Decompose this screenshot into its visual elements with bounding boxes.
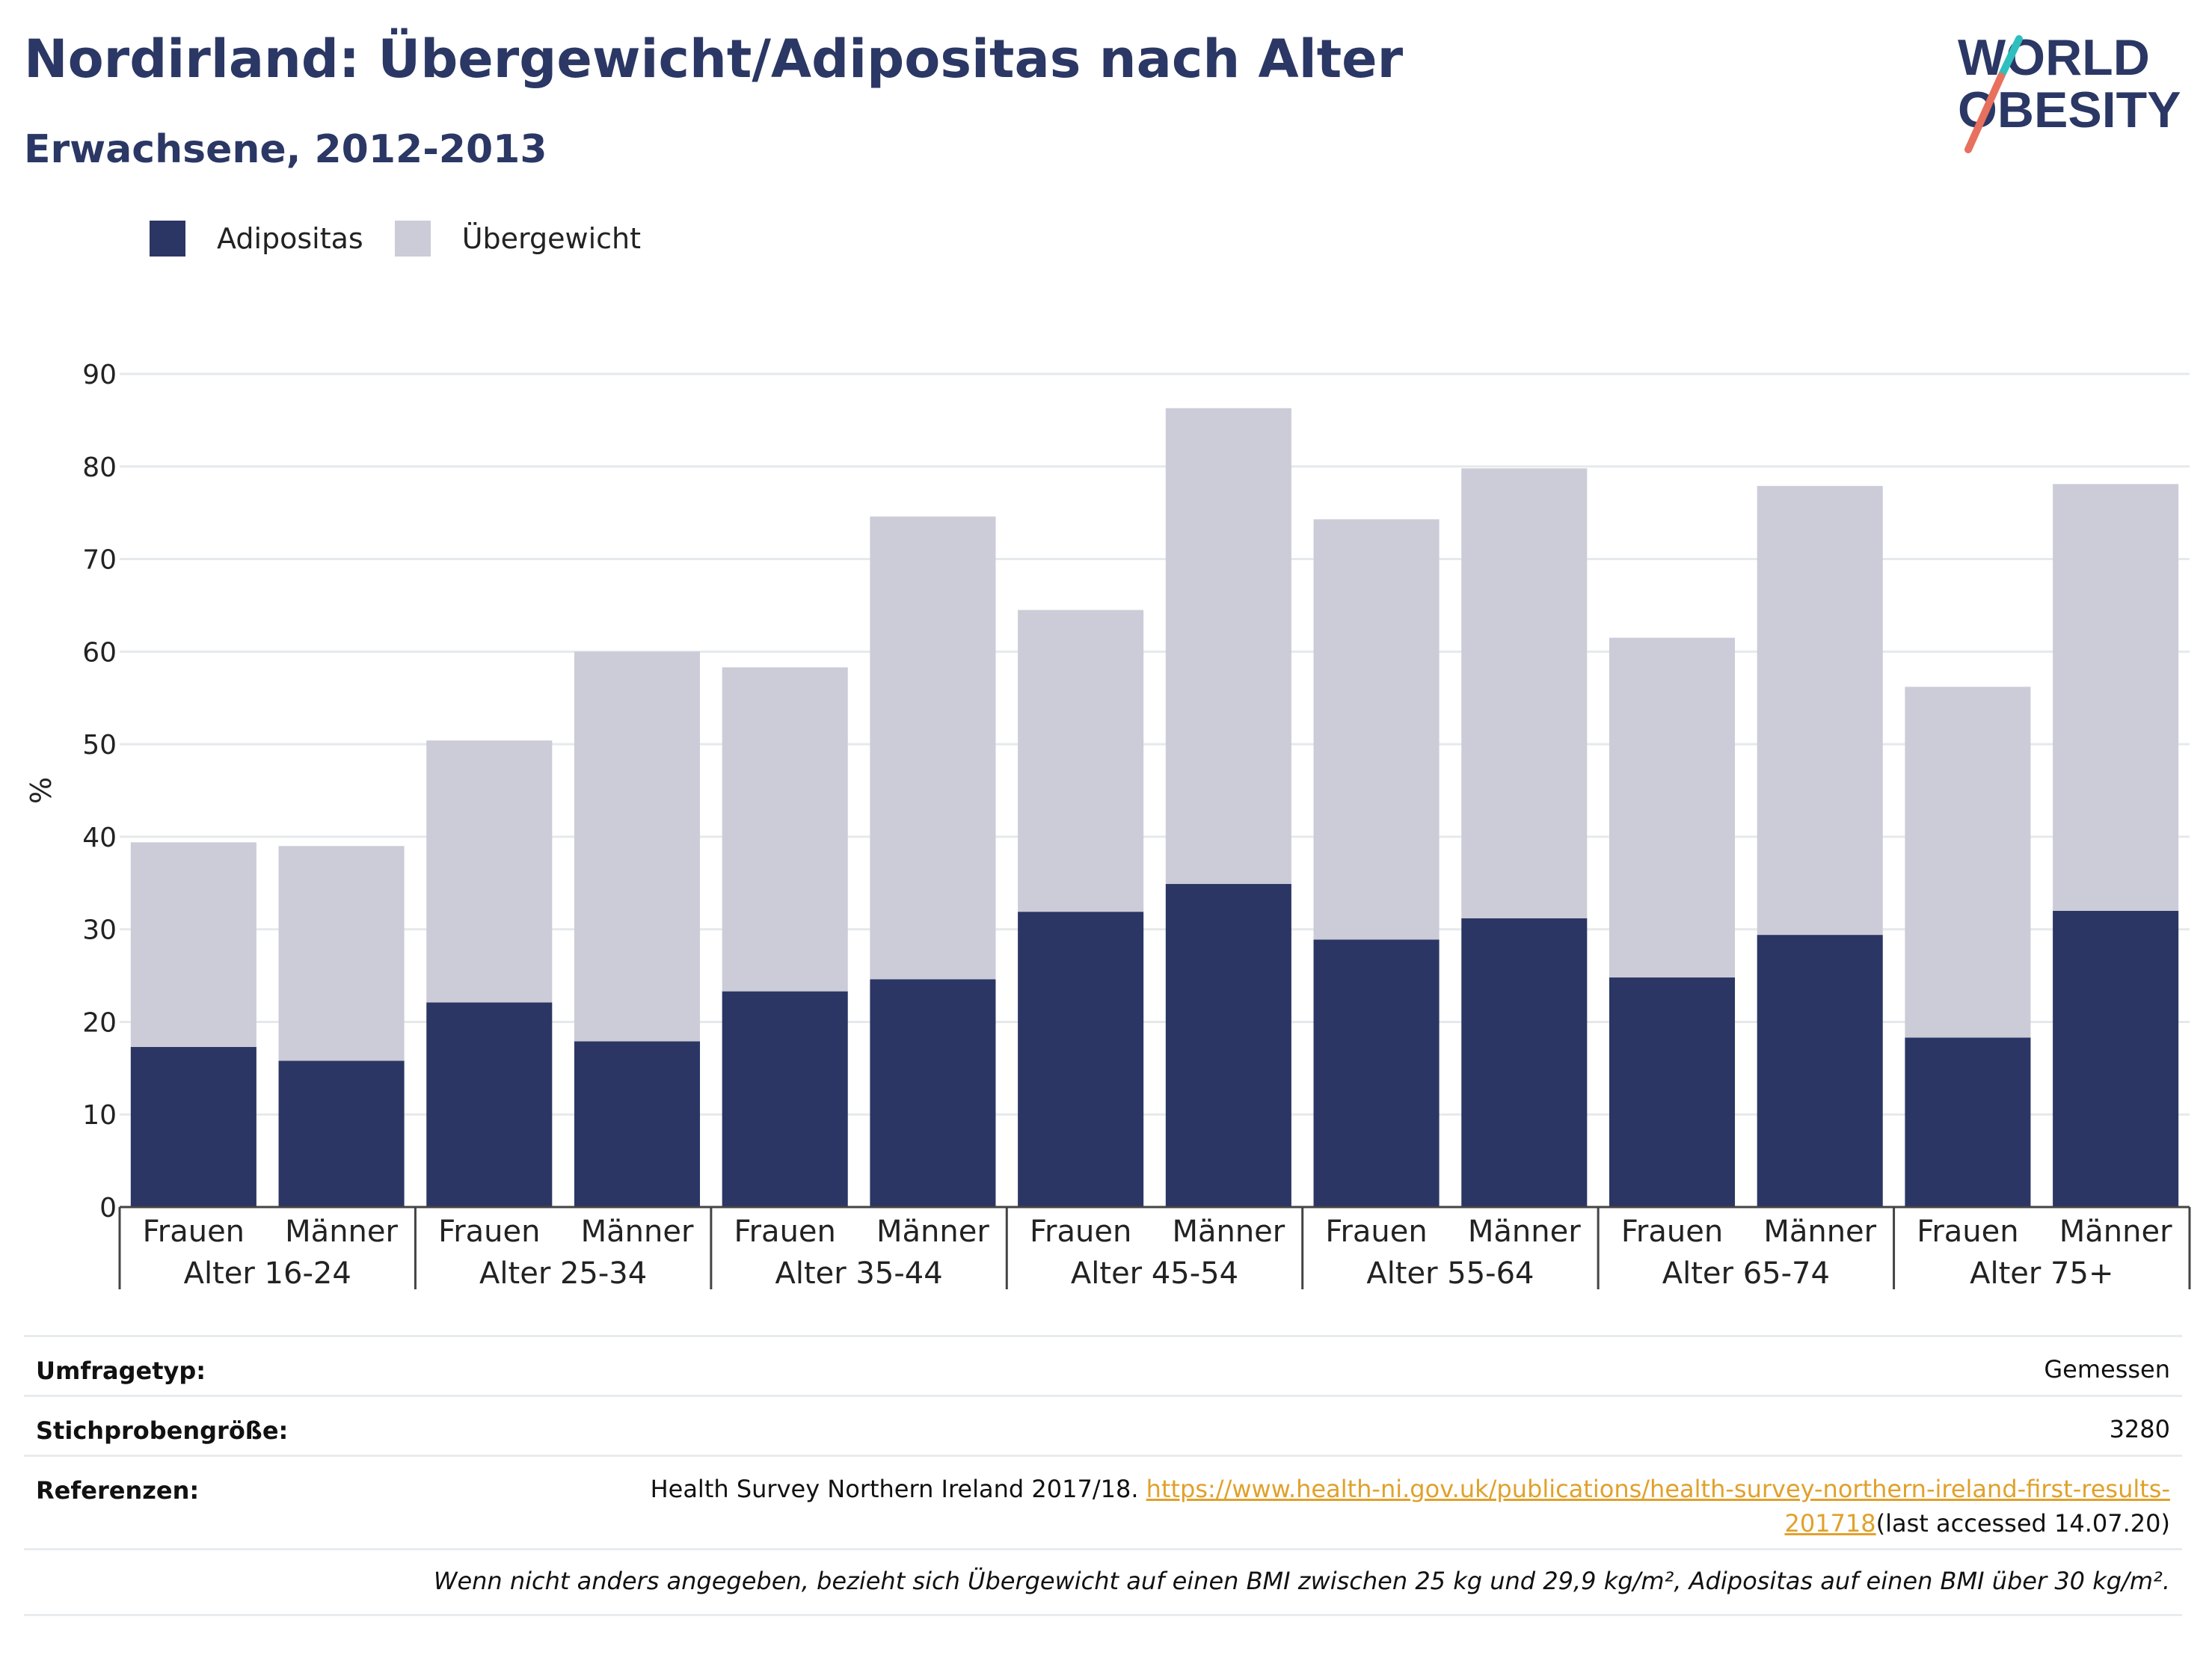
bar-adipositas xyxy=(2053,910,2179,1207)
y-tick-label: 30 xyxy=(82,915,117,946)
y-tick-label: 20 xyxy=(82,1007,117,1038)
chart-subtitle: Erwachsene, 2012-2013 xyxy=(24,127,547,172)
x-tick-label: Frauen xyxy=(1621,1215,1723,1249)
bar-uebergewicht xyxy=(1905,687,2031,1038)
svg-text:WORLD: WORLD xyxy=(1958,29,2150,86)
world-obesity-logo: WORLD OBESITY xyxy=(1958,29,2181,153)
group-label: Alter 75+ xyxy=(1970,1256,2113,1291)
survey-type-label: Umfragetyp: xyxy=(36,1357,206,1385)
meta-row-survey-type: Umfragetyp: Gemessen xyxy=(24,1335,2182,1397)
y-tick-label: 90 xyxy=(82,360,117,390)
bar-uebergewicht xyxy=(278,846,405,1061)
references-link-continued[interactable]: 201718 xyxy=(1784,1509,1875,1538)
y-tick-label: 10 xyxy=(82,1100,117,1131)
group-label: Alter 16-24 xyxy=(184,1256,351,1291)
x-tick-label: Männer xyxy=(1763,1215,1876,1249)
legend-item-adipositas: Adipositas xyxy=(150,221,363,257)
chart-legend: Adipositas Übergewicht xyxy=(150,221,672,257)
y-tick-label: 60 xyxy=(82,637,117,668)
bar-adipositas xyxy=(1313,939,1440,1207)
references-link[interactable]: https://www.health-ni.gov.uk/publication… xyxy=(1146,1475,2170,1503)
chart-title: Nordirland: Übergewicht/Adipositas nach … xyxy=(24,28,1404,90)
x-tick-label: Männer xyxy=(876,1215,989,1249)
x-tick-label: Männer xyxy=(2059,1215,2172,1249)
x-tick-label: Frauen xyxy=(438,1215,540,1249)
x-tick-label: Frauen xyxy=(1030,1215,1131,1249)
y-tick-label: 40 xyxy=(82,823,117,853)
bar-uebergewicht xyxy=(1165,408,1291,885)
x-tick-label: Männer xyxy=(285,1215,398,1249)
y-axis-label: % xyxy=(25,777,58,804)
x-tick-label: Frauen xyxy=(734,1215,836,1249)
bar-uebergewicht xyxy=(1461,468,1588,918)
legend-item-uebergewicht: Übergewicht xyxy=(394,221,641,257)
x-tick-label: Frauen xyxy=(1917,1215,2018,1249)
bar-adipositas xyxy=(426,1002,553,1207)
legend-label-uebergewicht: Übergewicht xyxy=(461,222,641,255)
bar-adipositas xyxy=(1905,1037,2031,1207)
bar-adipositas xyxy=(1461,918,1588,1207)
group-label: Alter 45-54 xyxy=(1071,1256,1238,1291)
bar-adipositas xyxy=(130,1046,256,1207)
group-label: Alter 55-64 xyxy=(1366,1256,1534,1291)
references-link-part1: https://www.health-ni.gov.uk/publication… xyxy=(1146,1475,2170,1503)
x-tick-label: Männer xyxy=(1172,1215,1285,1249)
meta-row-footnote: Wenn nicht anders angegeben, bezieht sic… xyxy=(24,1548,2182,1616)
bar-uebergewicht xyxy=(2053,484,2179,911)
bar-uebergewicht xyxy=(130,842,256,1047)
legend-swatch-adipositas xyxy=(150,221,185,257)
x-tick-label: Männer xyxy=(1468,1215,1581,1249)
footnote-text: Wenn nicht anders angegeben, bezieht sic… xyxy=(433,1567,2170,1595)
metadata-table: Umfragetyp: Gemessen Stichprobengröße: 3… xyxy=(24,1335,2182,1634)
x-tick-label: Männer xyxy=(581,1215,694,1249)
x-tick-label: Frauen xyxy=(1325,1215,1427,1249)
stacked-bar-chart: 0 10 20 30 40 50 60 70 80 90% Frauen Männer Frauen Mä… xyxy=(25,360,2191,1291)
legend-swatch-uebergewicht xyxy=(394,221,431,257)
bar-adipositas xyxy=(278,1060,405,1207)
bar-uebergewicht xyxy=(1609,637,1736,978)
bar-adipositas xyxy=(1165,884,1291,1207)
bar-uebergewicht xyxy=(870,516,996,980)
bar-adipositas xyxy=(1757,935,1883,1207)
sample-size-value: 3280 xyxy=(2109,1415,2170,1443)
group-label: Alter 35-44 xyxy=(775,1256,942,1291)
bar-uebergewicht xyxy=(574,651,701,1042)
meta-row-sample-size: Stichprobengröße: 3280 xyxy=(24,1395,2182,1457)
bar-uebergewicht xyxy=(426,740,553,1003)
references-text: Health Survey Northern Ireland 2017/18. xyxy=(650,1475,1146,1503)
y-tick-label: 0 xyxy=(99,1193,117,1223)
references-link-part2: 201718 xyxy=(1784,1509,1876,1538)
bar-adipositas xyxy=(574,1041,701,1207)
group-label: Alter 25-34 xyxy=(479,1256,647,1291)
bar-adipositas xyxy=(1018,912,1144,1207)
bar-adipositas xyxy=(1609,977,1736,1207)
references-label: Referenzen: xyxy=(36,1476,200,1505)
y-tick-label: 50 xyxy=(82,730,117,761)
bar-uebergewicht xyxy=(722,667,848,992)
bar-adipositas xyxy=(870,979,996,1207)
y-tick-label: 70 xyxy=(82,545,117,576)
bar-uebergewicht xyxy=(1018,610,1144,912)
bar-uebergewicht xyxy=(1757,485,1883,936)
references-value: Health Survey Northern Ireland 2017/18. … xyxy=(651,1472,2170,1541)
group-label: Alter 65-74 xyxy=(1662,1256,1830,1291)
references-suffix: (last accessed 14.07.20) xyxy=(1875,1509,2170,1538)
x-tick-label: Frauen xyxy=(143,1215,245,1249)
legend-label-adipositas: Adipositas xyxy=(217,222,363,255)
bar-uebergewicht xyxy=(1313,519,1440,940)
sample-size-label: Stichprobengröße: xyxy=(36,1416,289,1445)
y-tick-label: 80 xyxy=(82,452,117,483)
bar-adipositas xyxy=(722,991,848,1207)
survey-type-value: Gemessen xyxy=(2044,1355,2170,1384)
meta-row-references: Referenzen: Health Survey Northern Irela… xyxy=(24,1455,2182,1550)
